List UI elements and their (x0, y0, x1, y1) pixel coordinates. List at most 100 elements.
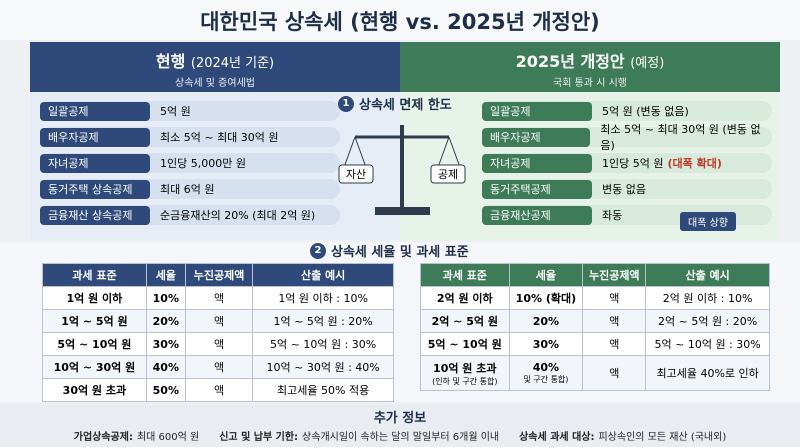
section-heading: 1 상속세 면제 한도 (338, 94, 452, 113)
deduction-label: 금융재산 상속공제 (40, 205, 150, 225)
cell-text: 20% (532, 314, 560, 328)
column-header: 누진공제액 (184, 263, 254, 287)
cell-text: 5억 ~ 10억 원 (57, 338, 132, 351)
table-cell: 액 (582, 286, 647, 310)
deduction-value: 1인당 5,000만 원 (160, 157, 246, 170)
table-row: 5억 ~ 10억 원 30% 액 5억 ~ 10억 원 : 30% (42, 332, 394, 356)
table-row: 10억 ~ 30억 원 40% 액 10억 ~ 30억 원 : 40% (42, 355, 394, 379)
deduction-value: 최소 5억 ~ 최대 30억 원 (변동 없음) (600, 123, 761, 152)
footer-item: 가업상속공제: 최대 600억 원 (74, 428, 199, 443)
cell-text: 40% (532, 361, 560, 374)
table-cell: 2억 ~ 5억 원 (420, 309, 510, 333)
right-header: 2025년 개정안 (예정) 국회 통과 시 시행 (400, 42, 780, 92)
table-cell: 20% (145, 309, 186, 333)
deduction-row: 배우자공제 최소 5억 ~ 최대 30억 원 (변동 없음) (482, 123, 772, 152)
table-cell: 10% (확대) (508, 286, 584, 310)
deduction-value: 변동 없음 (602, 183, 646, 196)
deduction-label: 자녀공제 (482, 153, 592, 173)
footer-label: 신고 및 납부 기한: (219, 432, 299, 443)
right-title: 2025년 개정안 (515, 52, 625, 71)
deduction-label: 배우자공제 (40, 127, 150, 147)
cell-text: 액 (213, 292, 225, 305)
deduction-row: 동거주택 상속공제 최대 6억 원 (40, 179, 340, 199)
table-cell: 액 (582, 309, 647, 333)
table-cell: 1억 ~ 5억 원 : 20% (252, 309, 394, 333)
footer-label: 상속세 과세 대상: (519, 432, 595, 443)
column-header: 산출 예시 (645, 263, 770, 287)
footer (0, 404, 800, 447)
table-cell: 5억 ~ 10억 원 (42, 332, 147, 356)
cell-text: 1억 ~ 5억 원 (61, 315, 128, 328)
left-header: 현행 (2024년 기준) 상속세 및 증여세법 (30, 42, 400, 92)
deduction-label: 일괄공제 (482, 101, 592, 121)
cell-text: 액 (609, 292, 620, 305)
cell-text: 50% (152, 383, 179, 397)
cell-text: 2억 원 이하 (436, 292, 493, 305)
right-table: 과세 표준 세율 누진공제액 산출 예시 2억 원 이하 10% (확대) 액 2억 원 이하… (420, 263, 770, 391)
deduction-label: 동거주택 상속공제 (40, 179, 150, 199)
cell-note: 및 구간 통합) (523, 375, 569, 384)
table-cell: 30억 원 초과 (42, 378, 147, 402)
deduction-value: 최소 5억 ~ 최대 30억 원 (160, 131, 279, 144)
highlight: (대폭 확대) (667, 157, 722, 170)
cell-text: 1억 원 이하 (66, 292, 123, 305)
scale-label: 자산 (346, 168, 366, 181)
table-cell: 10% (145, 286, 186, 310)
table-cell: 40% (145, 355, 186, 379)
right-title-note: (예정) (630, 56, 665, 71)
footer-title: 추가 정보 (373, 411, 427, 426)
cell-text: 10억 ~ 30억 원 : 40% (266, 361, 380, 374)
cell-text: 액 (213, 315, 225, 328)
deduction-label: 동거주택공제 (482, 179, 592, 199)
footer-value: 상속개시일이 속하는 달의 말일부터 6개월 이내 (302, 432, 500, 443)
title-bar (0, 0, 800, 40)
column-header: 세율 (508, 263, 584, 287)
deduction-row: 자녀공제 1인당 5억 원 (대폭 확대) (482, 153, 772, 173)
page-title: 대한민국 상속세 (현행 vs. 2025년 개정안) (200, 10, 600, 34)
table-cell: 1억 원 이하 (42, 286, 147, 310)
section-title: 상속세 면제 한도 (359, 98, 452, 113)
table-cell: 액 (184, 309, 254, 333)
table-cell: 액 (184, 378, 254, 402)
cell-text: 2억 ~ 5억 원 : 20% (658, 315, 758, 328)
column-header: 산출 예시 (252, 263, 394, 287)
table-cell: 10억 원 초과 (인하 및 구간 통합) (420, 355, 510, 391)
section-number: 2 (310, 242, 326, 259)
column-header: 누진공제액 (582, 263, 647, 287)
table-cell: 액 (582, 332, 647, 356)
table-row: 2억 ~ 5억 원 20% 액 2억 ~ 5억 원 : 20% (420, 309, 770, 333)
left-table: 과세 표준 세율 누진공제액 산출 예시 1억 원 이하 10% 액 1억 원 이하 : 10… (42, 263, 394, 402)
left-title: 현행 (155, 52, 186, 71)
table-cell: 30% (145, 332, 186, 356)
table-cell: 10억 ~ 30억 원 (42, 355, 147, 379)
right-subtitle: 국회 통과 시 시행 (553, 78, 627, 89)
deduction-value: 최대 6억 원 (160, 183, 215, 196)
left-subtitle: 상속세 및 증여세법 (175, 78, 255, 89)
cell-text: 5억 ~ 10억 원 : 30% (654, 338, 761, 351)
cell-text: 1억 ~ 5억 원 : 20% (273, 315, 373, 328)
cell-text: 10% (확대) (515, 292, 577, 305)
table-cell: 5억 ~ 10억 원 : 30% (252, 332, 394, 356)
cell-text: 10% (152, 291, 179, 305)
deduction-value: 좌동 (602, 209, 623, 222)
table-row: 1억 ~ 5억 원 20% 액 1억 ~ 5억 원 : 20% (42, 309, 394, 333)
cell-text: 5억 ~ 10억 원 (427, 338, 502, 351)
deduction-row: 일괄공제 5억 원 (변동 없음) (482, 101, 772, 121)
deduction-row: 배우자공제 최소 5억 ~ 최대 30억 원 (40, 127, 340, 147)
deduction-value: 5억 원 (160, 105, 191, 118)
cell-note: (인하 및 구간 통합) (432, 376, 498, 386)
cell-text: 액 (609, 367, 620, 380)
table-cell: 2억 ~ 5억 원 : 20% (645, 309, 770, 333)
cell-text: 40% (152, 360, 179, 374)
table-cell: 5억 ~ 10억 원 (420, 332, 510, 356)
table-cell: 1억 ~ 5억 원 (42, 309, 147, 333)
cell-text: 액 (213, 384, 225, 397)
footer-value: 최대 600억 원 (136, 432, 200, 443)
table-cell: 30% (508, 332, 584, 356)
footer-item: 상속세 과세 대상: 피상속인의 모든 재산 (국내외) (519, 428, 726, 443)
scale-icon: 자산 공제 (338, 125, 466, 215)
table-cell: 1억 원 이하 : 10% (252, 286, 394, 310)
cell-text: 액 (609, 315, 620, 328)
table-cell: 액 (582, 355, 647, 391)
